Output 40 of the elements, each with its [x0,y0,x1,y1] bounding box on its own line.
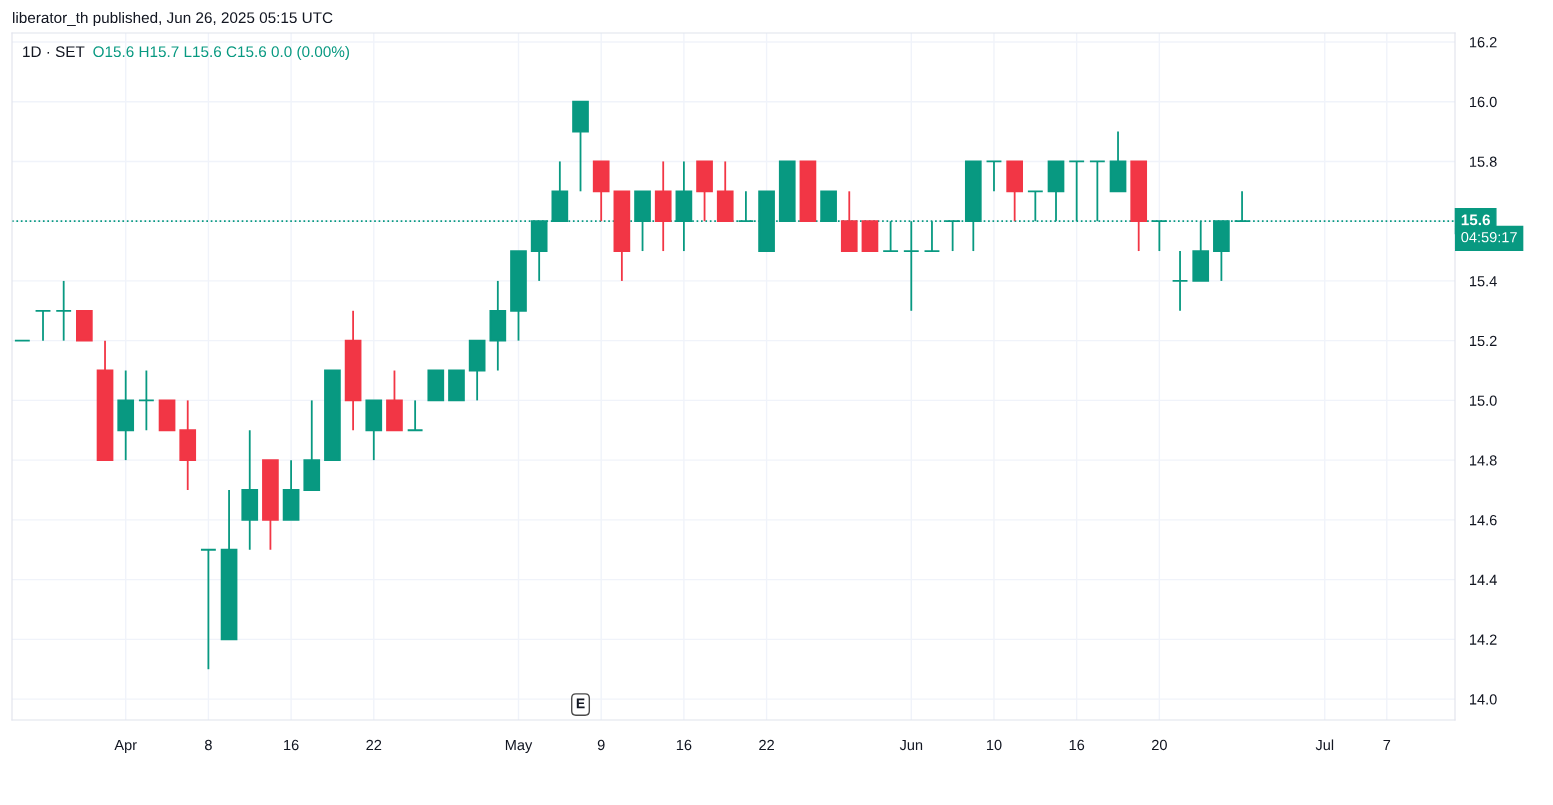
candlestick [1171,250,1189,312]
y-tick-label: 14.6 [1470,514,1497,526]
y-tick-label: 15.8 [1470,156,1497,167]
annotation: E [576,698,585,709]
x-tick-label: 22 [366,739,382,751]
y-tick-label: 15.0 [1470,395,1497,406]
x-tick-label: 8 [204,739,212,751]
x-tick-label: Jul [1315,739,1334,751]
candlestick [34,309,52,342]
x-tick-label: 9 [597,739,605,751]
y-tick-label: 15.2 [1470,335,1497,347]
candlestick [200,548,217,671]
x-tick-label: 16 [284,739,299,751]
x-tick-label: 20 [1151,739,1167,751]
y-tick-label: 14.4 [1470,574,1497,585]
y-tick-label: 16.2 [1470,37,1497,48]
text: O15.6 H15.7 L15.6 C15.6 0.0 (0.00%) [93,45,350,61]
y-tick-label: 16.0 [1470,96,1497,108]
x-tick-label: 10 [986,739,1002,751]
candlestick [985,160,1003,193]
x-tick-label: Jun [899,739,923,751]
text: liberator_th published, Jun 26, 2025 05:15 UTC [13,11,333,27]
text: 04:59:17 [1461,232,1517,243]
candlestick [55,280,73,342]
candlestick [406,399,424,432]
y-tick-label: 14.8 [1470,455,1497,466]
y-tick-label: 14.0 [1470,694,1497,705]
x-tick-label: May [505,739,533,754]
text: 1D · SET [23,46,85,58]
y-tick-label: 15.4 [1470,276,1497,287]
y-tick-label: 14.2 [1470,634,1497,645]
x-tick-label: 22 [759,739,774,751]
x-tick-label: 16 [1069,739,1085,751]
x-tick-label: Apr [114,739,137,754]
ref-line-label: 15.6 [1461,214,1490,226]
candlestick [1151,220,1168,252]
candlestick [138,369,155,432]
x-tick-label: 7 [1383,739,1391,751]
candlestick [1233,190,1251,223]
x-tick-label: 16 [676,739,692,751]
